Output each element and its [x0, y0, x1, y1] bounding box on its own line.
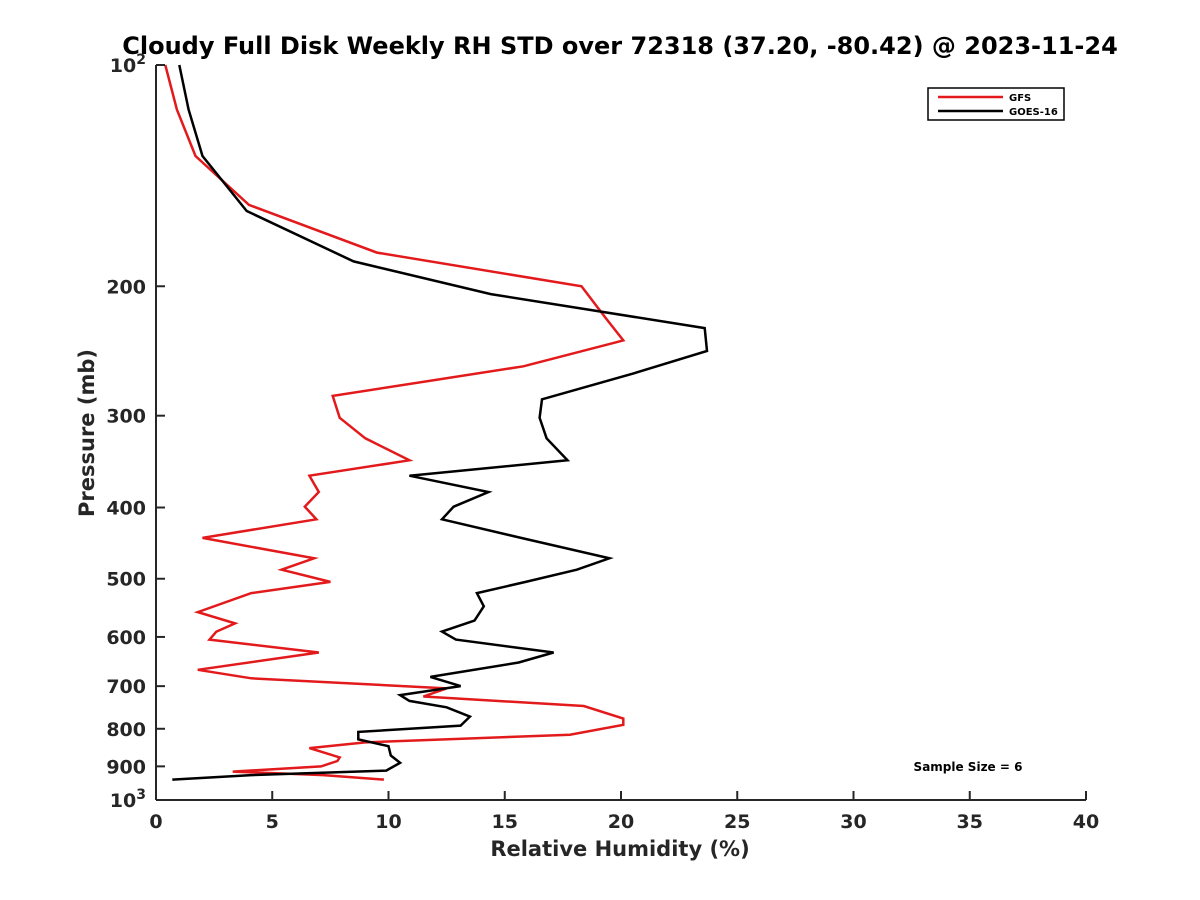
plot-series-group [164, 64, 709, 781]
y-tick-label: 700 [106, 676, 146, 698]
axes-group: 0 5 10 15 20 25 30 35 40 102 200 300 400 500 600 700 800… [106, 52, 1099, 833]
x-tick-label: 25 [724, 811, 750, 833]
y-tick-label: 200 [106, 276, 146, 298]
x-tick-label: 40 [1073, 811, 1099, 833]
x-tick-label: 35 [957, 811, 983, 833]
x-tick-label: 15 [492, 811, 518, 833]
chart-title: Cloudy Full Disk Weekly RH STD over 7231… [122, 32, 1118, 60]
y-axis-label: Pressure (mb) [75, 349, 99, 517]
series-line-goes-16 [172, 64, 709, 781]
x-tick-label: 10 [375, 811, 401, 833]
y-tick-label: 800 [106, 719, 146, 741]
y-tick-label: 103 [110, 787, 146, 812]
y-tick-label: 600 [106, 627, 146, 649]
y-tick-label: 102 [110, 52, 146, 77]
legend-box [927, 87, 1065, 121]
x-tick-label: 5 [266, 811, 279, 833]
y-tick-label: 500 [106, 569, 146, 591]
y-tick-label: 300 [106, 406, 146, 428]
legend-goes16-label: GOES-16 [1009, 107, 1058, 118]
y-tick-label: 900 [106, 756, 146, 778]
x-tick-label: 0 [149, 811, 162, 833]
sample-size-annotation: Sample Size = 6 [914, 760, 1023, 774]
legend: GFS GOES-16 [927, 87, 1065, 121]
x-axis-label: Relative Humidity (%) [490, 837, 749, 861]
series-line-gfs [164, 64, 626, 781]
x-tick-label: 20 [608, 811, 634, 833]
y-tick-label: 400 [106, 498, 146, 520]
legend-gfs-label: GFS [1009, 93, 1031, 104]
x-tick-label: 30 [840, 811, 866, 833]
